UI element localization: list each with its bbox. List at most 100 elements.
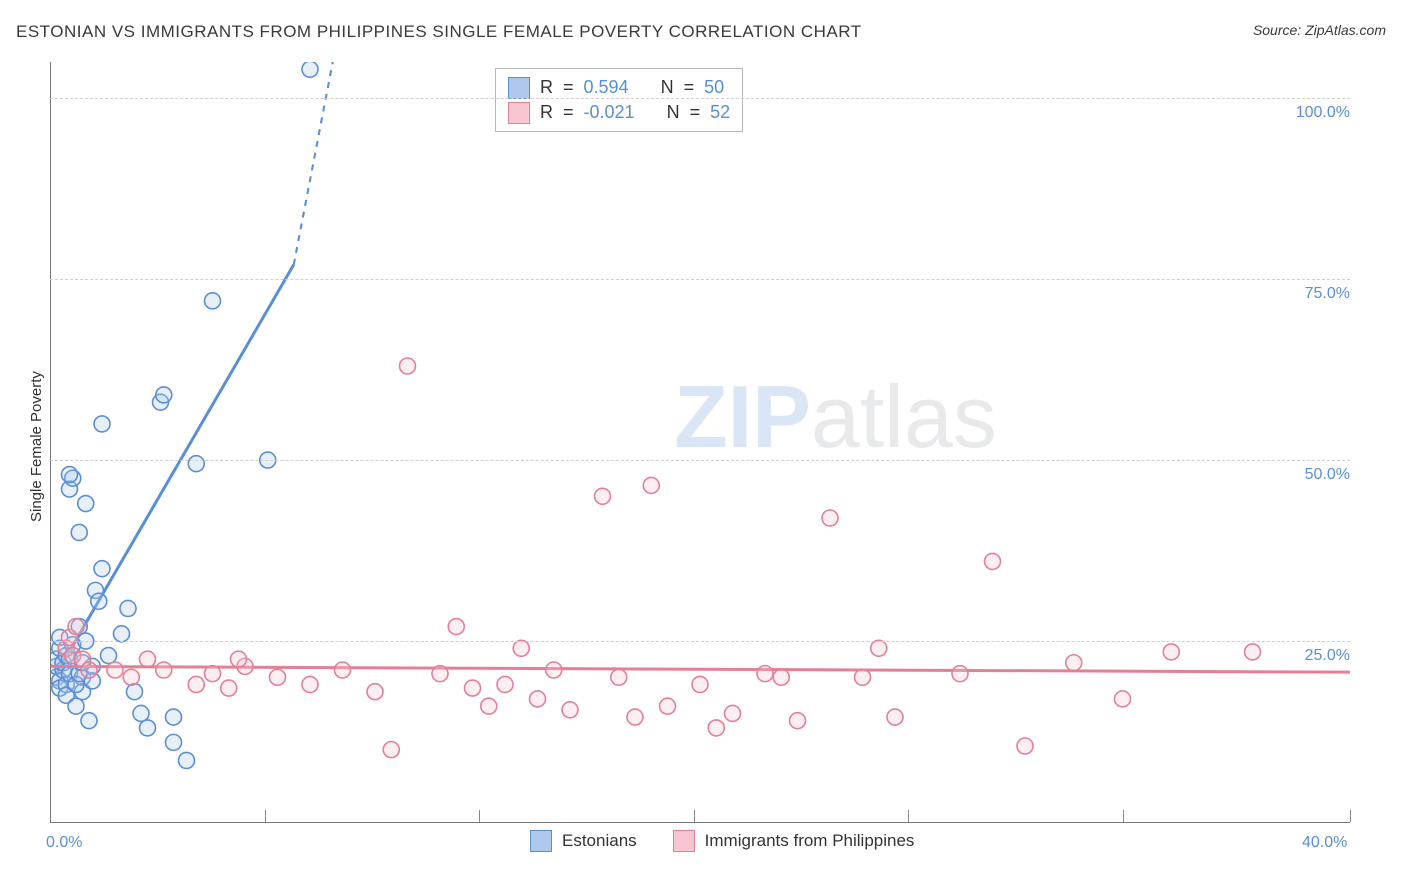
data-point [725, 705, 741, 721]
legend-N-label: N [661, 75, 674, 100]
data-point [400, 358, 416, 374]
data-point [660, 698, 676, 714]
correlation-row-1: R = -0.021 N = 52 [508, 100, 730, 125]
gridline [50, 279, 1350, 280]
data-point [335, 662, 351, 678]
data-point [611, 669, 627, 685]
data-point [68, 698, 84, 714]
data-point [481, 698, 497, 714]
data-point [140, 651, 156, 667]
series-swatch-1 [673, 830, 695, 852]
legend-swatch-1 [508, 102, 530, 124]
data-point [78, 496, 94, 512]
data-point [156, 662, 172, 678]
chart-title: ESTONIAN VS IMMIGRANTS FROM PHILIPPINES … [16, 22, 862, 42]
data-point [205, 666, 221, 682]
legend-eq: = [563, 100, 574, 125]
data-point [205, 293, 221, 309]
data-point [81, 662, 97, 678]
data-point [231, 651, 247, 667]
legend-R-label: R [540, 100, 553, 125]
data-point [465, 680, 481, 696]
y-tick-label: 25.0% [1280, 647, 1350, 665]
data-point [757, 666, 773, 682]
data-point [270, 669, 286, 685]
data-point [952, 666, 968, 682]
data-point [156, 387, 172, 403]
x-tick [265, 810, 266, 822]
series-name-1: Immigrants from Philippines [705, 831, 915, 851]
series-legend: Estonians Immigrants from Philippines [530, 830, 914, 852]
data-point [71, 524, 87, 540]
data-point [188, 676, 204, 692]
x-tick [1123, 810, 1124, 822]
data-point [692, 676, 708, 692]
data-point [432, 666, 448, 682]
gridline [50, 460, 1350, 461]
x-tick [694, 810, 695, 822]
data-point [91, 593, 107, 609]
data-point [94, 561, 110, 577]
x-tick [479, 810, 480, 822]
data-point [1017, 738, 1033, 754]
data-point [107, 662, 123, 678]
legend-swatch-0 [508, 77, 530, 99]
legend-N-1: 52 [710, 100, 730, 125]
x-tick [908, 810, 909, 822]
plot-area: ZIPatlas R = 0.594 N = 50 R = -0.021 N =… [50, 62, 1350, 822]
series-name-0: Estonians [562, 831, 637, 851]
data-point [166, 734, 182, 750]
data-point [1066, 655, 1082, 671]
data-point [179, 752, 195, 768]
data-point [643, 477, 659, 493]
trend-line [57, 265, 294, 674]
source-label: Source: ZipAtlas.com [1253, 22, 1386, 38]
y-tick-label: 100.0% [1280, 104, 1350, 122]
data-point [985, 553, 1001, 569]
x-tick [1350, 810, 1351, 822]
data-point [855, 669, 871, 685]
correlation-row-0: R = 0.594 N = 50 [508, 75, 730, 100]
x-axis-line [50, 822, 1350, 823]
y-tick-label: 75.0% [1280, 285, 1350, 303]
data-point [773, 669, 789, 685]
data-point [822, 510, 838, 526]
data-point [101, 648, 117, 664]
series-legend-item-0: Estonians [530, 830, 637, 852]
data-point [1163, 644, 1179, 660]
legend-R-1: -0.021 [584, 100, 635, 125]
y-axis-line [50, 62, 51, 822]
gridline [50, 98, 1350, 99]
data-point [367, 684, 383, 700]
y-tick-label: 50.0% [1280, 466, 1350, 484]
data-point [166, 709, 182, 725]
data-point [497, 676, 513, 692]
data-point [114, 626, 130, 642]
data-point [120, 600, 136, 616]
data-point [127, 684, 143, 700]
data-point [140, 720, 156, 736]
data-point [562, 702, 578, 718]
x-axis-min-label: 0.0% [46, 834, 82, 852]
legend-eq: = [690, 100, 701, 125]
series-swatch-0 [530, 830, 552, 852]
data-point [871, 640, 887, 656]
data-point [221, 680, 237, 696]
data-point [383, 742, 399, 758]
legend-eq: = [684, 75, 695, 100]
data-point [595, 488, 611, 504]
x-axis-max-label: 40.0% [1302, 834, 1347, 852]
data-point [302, 62, 318, 77]
legend-N-label: N [667, 100, 680, 125]
trend-line-dashed [294, 62, 333, 265]
data-point [94, 416, 110, 432]
data-point [1245, 644, 1261, 660]
data-point [133, 705, 149, 721]
series-legend-item-1: Immigrants from Philippines [673, 830, 915, 852]
data-point [448, 619, 464, 635]
data-point [546, 662, 562, 678]
data-point [1115, 691, 1131, 707]
data-point [513, 640, 529, 656]
data-point [68, 619, 84, 635]
data-point [123, 669, 139, 685]
